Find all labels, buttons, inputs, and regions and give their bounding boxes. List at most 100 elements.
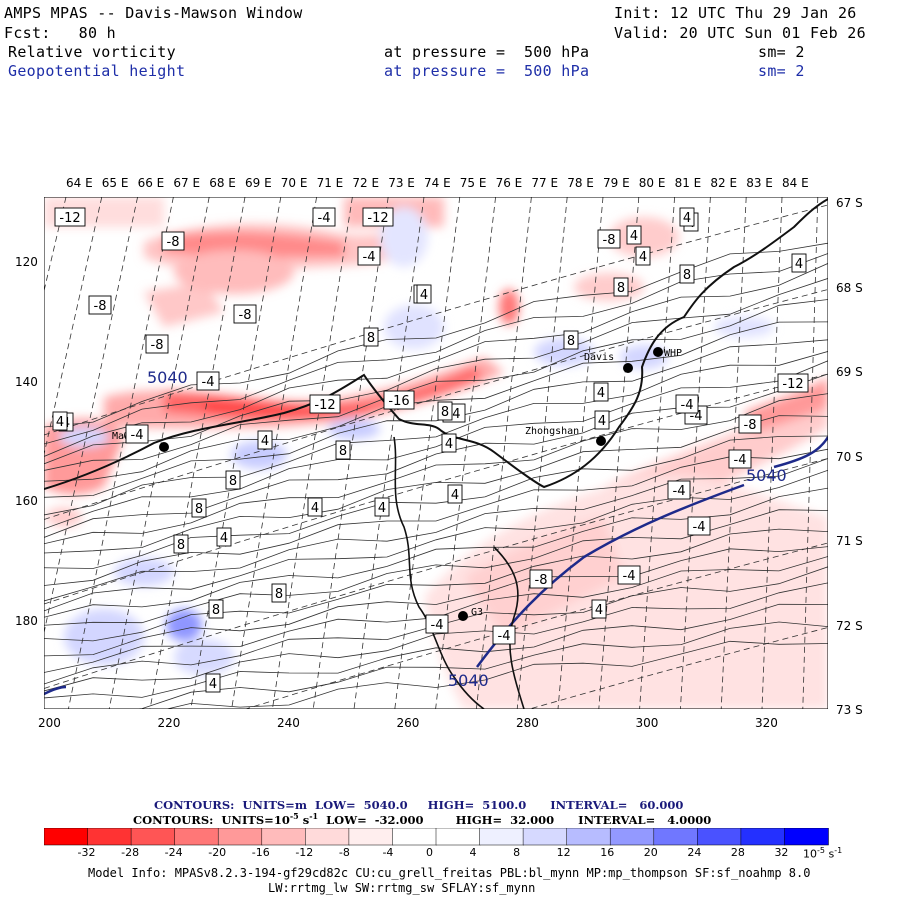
vorticity-contours bbox=[44, 242, 828, 709]
colorbar-swatch bbox=[435, 828, 481, 846]
vorticity-map: MawsonDavisWHPZhongshanG3 5040 5040 5040… bbox=[44, 197, 828, 709]
colorbar-swatch bbox=[784, 828, 829, 846]
colorbar-swatch bbox=[261, 828, 307, 846]
lon-label: 74 E bbox=[424, 176, 451, 190]
svg-text:-4: -4 bbox=[734, 453, 747, 468]
colorbar-swatch bbox=[522, 828, 568, 846]
svg-text:4: 4 bbox=[639, 250, 647, 265]
station-label: G3 bbox=[471, 607, 483, 618]
colorbar-label: -16 bbox=[251, 846, 270, 859]
vorticity-label: 8 bbox=[335, 440, 351, 460]
meridian bbox=[44, 197, 138, 635]
colorbar-label: -28 bbox=[121, 846, 140, 859]
colorbar-swatch bbox=[740, 828, 786, 846]
station-dot bbox=[596, 436, 606, 446]
lon-label: 76 E bbox=[495, 176, 523, 190]
x-tick-label: 200 bbox=[38, 716, 61, 730]
plot-title: AMPS MPAS -- Davis-Mawson Window bbox=[4, 4, 303, 22]
y-tick-label: 140 bbox=[15, 374, 38, 389]
height-label: 5040 bbox=[147, 368, 188, 387]
svg-text:4: 4 bbox=[451, 488, 459, 503]
valid-time: Valid: 20 UTC Sun 01 Feb 26 bbox=[614, 24, 866, 42]
parallel bbox=[44, 204, 828, 436]
svg-text:-4: -4 bbox=[202, 375, 215, 390]
vorticity-label: 4 bbox=[447, 484, 463, 504]
contour-line bbox=[165, 640, 828, 709]
lon-label: 79 E bbox=[603, 176, 630, 190]
vorticity-label: 8 bbox=[271, 583, 287, 603]
colorbar-swatch bbox=[479, 828, 524, 846]
svg-text:4: 4 bbox=[311, 501, 319, 516]
height-label: 5040 bbox=[448, 671, 489, 690]
x-tick-label: 320 bbox=[755, 716, 778, 730]
svg-text:-4: -4 bbox=[131, 428, 144, 443]
lon-label: 73 E bbox=[388, 176, 415, 190]
lon-label: 80 E bbox=[638, 176, 666, 190]
lon-label: 84 E bbox=[782, 176, 809, 190]
vorticity-label: -8 bbox=[597, 229, 621, 249]
vorticity-label: 4 bbox=[635, 246, 651, 266]
parallel bbox=[44, 373, 828, 605]
vorticity-label: -16 bbox=[383, 390, 415, 410]
vorticity-label: 4 bbox=[591, 599, 607, 619]
x-tick-label: 280 bbox=[516, 716, 539, 730]
svg-text:4: 4 bbox=[597, 386, 605, 401]
svg-text:-8: -8 bbox=[744, 418, 757, 433]
vorticity-label: 8 bbox=[208, 599, 224, 619]
lon-label: 67 E bbox=[173, 176, 201, 190]
contour-line bbox=[44, 458, 828, 602]
station-dot bbox=[159, 442, 169, 452]
lat-label: 67 S bbox=[836, 196, 863, 210]
vorticity-label: 8 bbox=[363, 327, 379, 347]
vorticity-label: 4 bbox=[257, 430, 273, 450]
colorbar-unit: 10-5 s-1 bbox=[803, 846, 843, 861]
lat-label: 69 S bbox=[836, 365, 863, 379]
colorbar-swatch bbox=[305, 828, 350, 846]
colorbar-swatch bbox=[653, 828, 699, 846]
vorticity-label: -4 bbox=[617, 565, 641, 585]
y-tick-label: 120 bbox=[15, 255, 38, 269]
contour-line bbox=[44, 299, 828, 471]
lat-label: 73 S bbox=[836, 703, 863, 717]
vorticity-label: -4 bbox=[125, 424, 149, 444]
colorbar-label: 16 bbox=[600, 846, 615, 859]
lon-label: 75 E bbox=[459, 176, 487, 190]
colorbar-swatch bbox=[87, 828, 132, 846]
lon-label: 82 E bbox=[710, 176, 738, 190]
vorticity-label: -12 bbox=[309, 394, 341, 414]
meridian bbox=[231, 197, 317, 709]
vorticity-label: -8 bbox=[145, 334, 169, 354]
station-label: WHP bbox=[664, 348, 682, 359]
vorticity-label: -12 bbox=[54, 207, 86, 227]
colorbar-label: 8 bbox=[513, 846, 521, 859]
lat-label: 70 S bbox=[836, 449, 863, 464]
colorbar-label: -12 bbox=[295, 846, 314, 859]
vorticity-label: -4 bbox=[312, 207, 336, 227]
lon-label: 81 E bbox=[674, 176, 702, 190]
vorticity-label: -12 bbox=[362, 207, 394, 227]
svg-text:4: 4 bbox=[595, 603, 603, 618]
contour-line bbox=[44, 242, 828, 428]
parallel bbox=[528, 627, 828, 709]
svg-text:-12: -12 bbox=[367, 211, 388, 226]
vorticity-label: 4 bbox=[52, 411, 68, 431]
svg-text:4: 4 bbox=[209, 677, 217, 692]
y-tick-label: 180 bbox=[15, 614, 38, 629]
lat-label: 71 S bbox=[836, 534, 863, 548]
contour-line bbox=[44, 278, 828, 465]
colorbar-swatch bbox=[697, 828, 742, 846]
svg-text:-12: -12 bbox=[59, 211, 80, 226]
vorticity-label: 4 bbox=[594, 410, 610, 430]
svg-text:8: 8 bbox=[212, 603, 220, 618]
meridian bbox=[557, 197, 604, 709]
svg-text:-8: -8 bbox=[94, 299, 107, 314]
vorticity-label: -4 bbox=[196, 371, 220, 391]
svg-text:-8: -8 bbox=[535, 573, 548, 588]
colorbar-label: -4 bbox=[382, 846, 394, 859]
svg-text:4: 4 bbox=[630, 229, 638, 244]
vorticity-label: 8 bbox=[563, 330, 579, 350]
meridian bbox=[353, 197, 425, 709]
vorticity-label: 4 bbox=[307, 497, 323, 517]
contour-line bbox=[44, 339, 828, 498]
contour-line bbox=[44, 253, 828, 445]
